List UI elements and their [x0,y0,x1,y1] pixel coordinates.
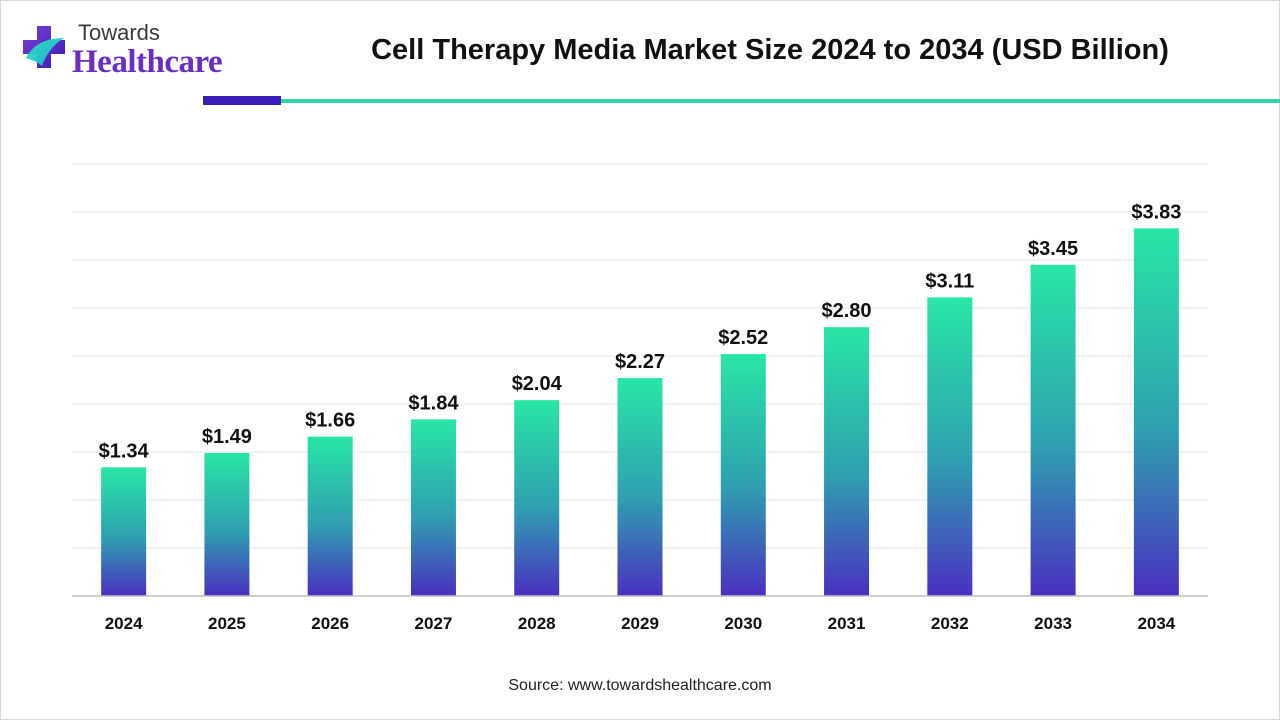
x-tick-labels: 2024 2025 2026 2027 2028 2029 2030 2031 2032 2033… [105,614,1176,633]
plus-cross-logo-icon [23,26,65,68]
data-label-2030: $2.52 [718,327,768,349]
data-label-2026: $1.66 [305,410,355,432]
x-tick-2032: 2032 [931,614,969,633]
bar-2029 [617,378,663,596]
x-tick-2028: 2028 [518,614,556,633]
bar-2031 [824,327,870,596]
x-tick-2030: 2030 [724,614,762,633]
x-tick-2027: 2027 [415,614,453,633]
bar-2032 [927,297,973,596]
bars [101,228,1179,596]
bar-2034 [1133,228,1179,596]
data-label-2032: $3.11 [925,270,974,292]
title-underline-purple [203,96,281,105]
x-tick-2029: 2029 [621,614,659,633]
bar-2024 [101,467,147,596]
bar-2026 [307,436,353,596]
bar-2030 [720,354,766,596]
x-tick-2031: 2031 [828,614,866,633]
bar-2033 [1030,264,1076,596]
chart-title: Cell Therapy Media Market Size 2024 to 2… [371,34,1169,66]
data-label-2029: $2.27 [615,351,665,373]
logo-text-towards: Towards [78,20,160,45]
x-tick-2033: 2033 [1034,614,1072,633]
x-tick-2026: 2026 [311,614,349,633]
bar-2027 [410,419,456,596]
data-label-2024: $1.34 [99,440,150,462]
data-label-2027: $1.84 [408,392,459,414]
data-label-2033: $3.45 [1028,238,1078,260]
logo-text-healthcare: Healthcare [72,44,223,80]
bar-2025 [204,452,250,596]
bar-2028 [514,400,560,596]
title-underline-teal [281,99,1280,103]
x-tick-2025: 2025 [208,614,246,633]
x-tick-2034: 2034 [1137,614,1175,633]
towards-healthcare-logo: Towards Healthcare [20,20,260,90]
data-label-2028: $2.04 [512,373,563,395]
data-label-2025: $1.49 [202,426,252,448]
data-label-2034: $3.83 [1131,201,1181,223]
data-labels: $1.34 $1.49 $1.66 $1.84 $2.04 $2.27 $2.52 $2.80… [99,201,1182,462]
source-note: Source: www.towardshealthcare.com [508,677,772,694]
data-label-2031: $2.80 [822,300,872,322]
x-tick-2024: 2024 [105,614,143,633]
